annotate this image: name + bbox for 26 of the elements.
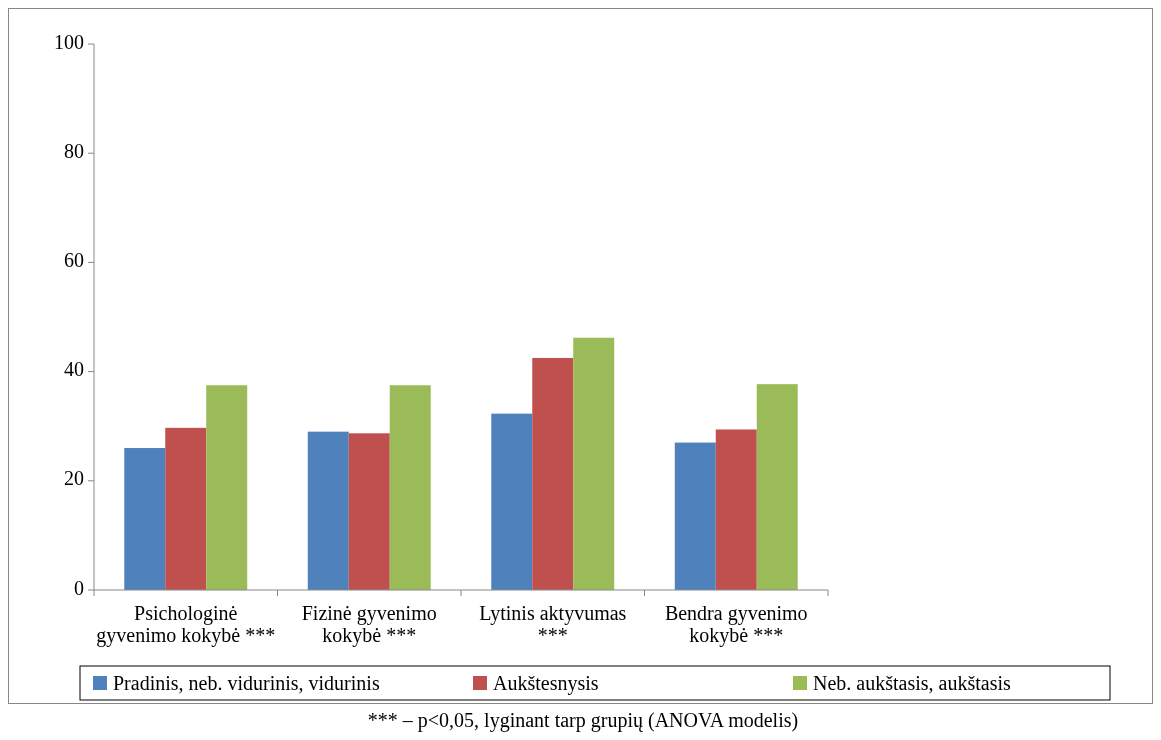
y-tick-label: 20 xyxy=(64,467,84,490)
bar xyxy=(307,431,349,590)
legend-label: Pradinis, neb. vidurinis, vidurinis xyxy=(113,672,380,694)
y-tick-label: 80 xyxy=(64,139,84,162)
legend-label: Neb. aukštasis, aukštasis xyxy=(813,672,1011,694)
bar xyxy=(756,384,798,590)
bar xyxy=(491,413,533,590)
bar xyxy=(124,448,166,590)
x-tick-label: Fizinė gyvenimo kokybė *** xyxy=(301,602,437,647)
x-tick-label: Lytinis aktyvumas *** xyxy=(479,602,627,646)
y-tick-label: 100 xyxy=(54,30,84,53)
bar xyxy=(348,433,390,590)
bar xyxy=(206,385,248,590)
bar xyxy=(573,337,615,590)
x-tick-label: Psichologinė gyvenimo kokybė *** xyxy=(96,602,276,647)
bar xyxy=(715,429,757,590)
legend-label: Aukštesnysis xyxy=(493,672,599,695)
bar xyxy=(165,427,207,590)
bar xyxy=(389,385,431,590)
y-tick-label: 60 xyxy=(64,248,84,271)
text: *** – p<0,05, lyginant tarp grupių (ANOVA modelis) xyxy=(367,709,799,732)
bar xyxy=(674,442,716,590)
bar xyxy=(532,357,574,590)
y-tick-label: 0 xyxy=(74,576,84,599)
x-tick-label: Bendra gyvenimo kokybė *** xyxy=(664,602,808,647)
y-tick-label: 40 xyxy=(64,358,84,381)
